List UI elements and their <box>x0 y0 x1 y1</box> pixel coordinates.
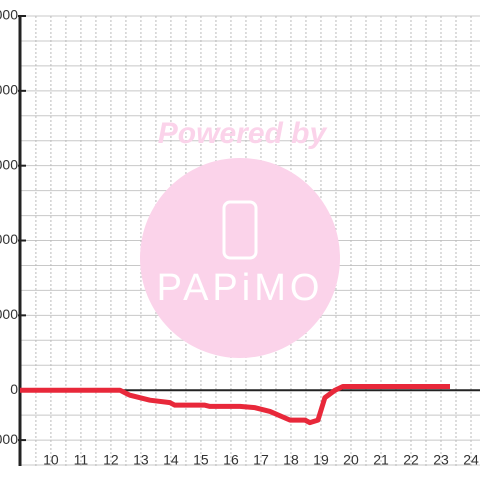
x-tick-label: 17 <box>253 452 269 468</box>
watermark-logo: PAPiMO <box>157 267 324 309</box>
x-tick-label: 18 <box>283 452 299 468</box>
y-tick-label: 60,000 <box>0 231 18 247</box>
x-tick-label: 21 <box>373 452 389 468</box>
y-tick-label: 150,000 <box>0 7 18 23</box>
x-tick-label: 19 <box>313 452 329 468</box>
y-tick-label: -20,000 <box>0 431 18 447</box>
x-tick-label: 13 <box>133 452 149 468</box>
watermark-phone <box>222 200 258 260</box>
x-tick-label: 24 <box>463 452 479 468</box>
y-tick-label: 120,000 <box>0 82 18 98</box>
x-tick-label: 23 <box>433 452 449 468</box>
y-tick-label: 0 <box>10 381 18 397</box>
x-tick-label: 14 <box>163 452 179 468</box>
x-tick-label: 11 <box>74 452 89 468</box>
y-tick-label: 30,000 <box>0 306 18 322</box>
x-tick-label: 15 <box>193 452 209 468</box>
x-tick-label: 20 <box>343 452 359 468</box>
x-tick-label: 12 <box>103 452 119 468</box>
x-tick-label: 22 <box>403 452 419 468</box>
y-tick-label: 90,000 <box>0 156 18 172</box>
line <box>20 383 450 426</box>
watermark-title: Powered by <box>158 117 328 150</box>
x-tick-label: 16 <box>223 452 239 468</box>
x-tick-label: 10 <box>43 452 59 468</box>
